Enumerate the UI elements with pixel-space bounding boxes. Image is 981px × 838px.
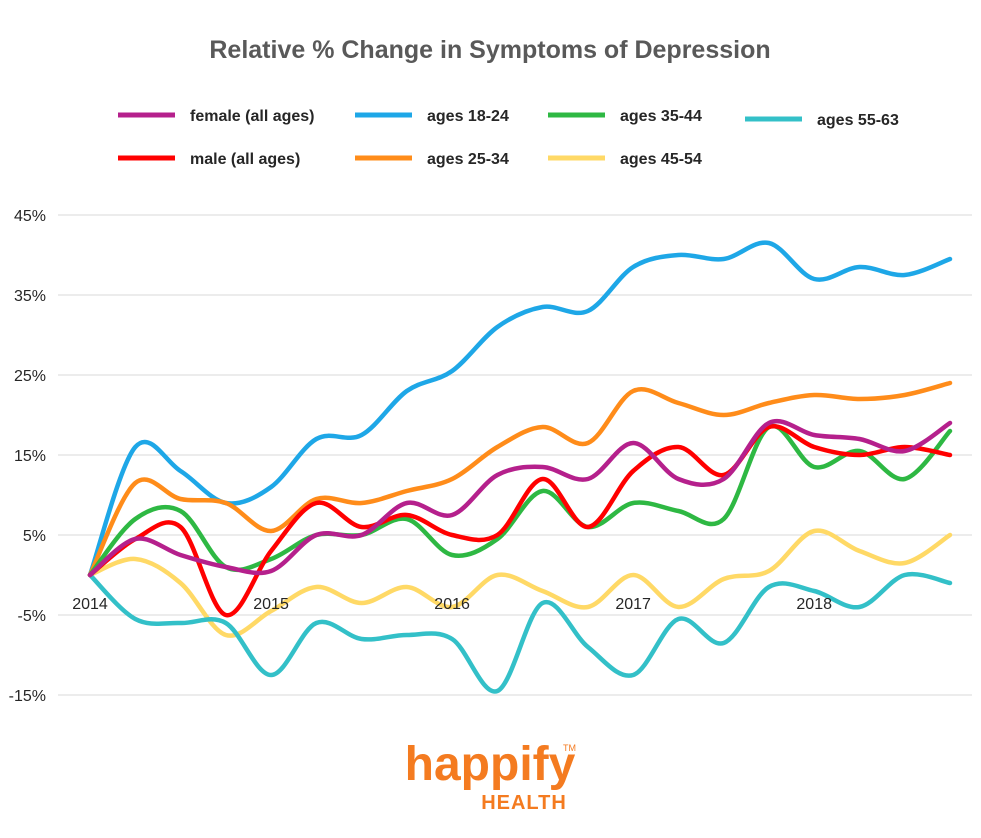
series-line-female-all-ages <box>87 419 953 578</box>
legend-label: female (all ages) <box>190 108 315 125</box>
series-line-ages-55-63 <box>87 571 953 694</box>
legend-label: ages 45-54 <box>620 151 702 168</box>
legend-item: ages 25-34 <box>355 151 509 168</box>
y-tick-label: 5% <box>23 528 46 545</box>
x-tick-label: 2015 <box>253 596 289 613</box>
legend-item: male (all ages) <box>118 151 300 168</box>
chart-title: Relative % Change in Symptoms of Depress… <box>209 36 770 64</box>
legend-item: ages 18-24 <box>355 108 509 125</box>
legend-label: ages 55-63 <box>817 112 899 129</box>
legend-label: ages 18-24 <box>427 108 509 125</box>
series-lines <box>87 240 953 694</box>
legend-label: ages 25-34 <box>427 151 509 168</box>
y-tick-label: 45% <box>14 208 46 225</box>
y-axis-ticks: 45% 35% 25% 15% 5% -5% -15% <box>9 208 46 705</box>
legend-item: ages 35-44 <box>548 108 702 125</box>
x-tick-label: 2017 <box>615 596 651 613</box>
legend-item: female (all ages) <box>118 108 315 125</box>
y-tick-label: -5% <box>18 608 46 625</box>
legend-label: ages 35-44 <box>620 108 702 125</box>
legend-label: male (all ages) <box>190 151 300 168</box>
series-line-ages-25-34 <box>87 380 953 578</box>
logo-trademark: TM <box>563 743 576 753</box>
y-tick-label: 15% <box>14 448 46 465</box>
legend-item: ages 45-54 <box>548 151 702 168</box>
y-tick-label: -15% <box>9 688 46 705</box>
logo-wordmark: happify <box>405 738 576 791</box>
series-line-ages-18-24 <box>87 240 953 578</box>
x-tick-label: 2018 <box>796 596 832 613</box>
legend-item: ages 55-63 <box>745 112 899 129</box>
x-axis-ticks: 2014 2015 2016 2017 2018 <box>72 596 832 613</box>
happify-health-logo: happify TM HEALTH <box>405 738 576 814</box>
gridlines <box>58 214 972 696</box>
x-tick-label: 2014 <box>72 596 108 613</box>
y-tick-label: 25% <box>14 368 46 385</box>
logo-subtitle: HEALTH <box>481 792 567 814</box>
series-line-male-all-ages <box>87 424 953 618</box>
y-tick-label: 35% <box>14 288 46 305</box>
legend: female (all ages) male (all ages) ages 18-… <box>118 108 899 168</box>
x-tick-label: 2016 <box>434 596 470 613</box>
series-line-ages-45-54 <box>87 528 953 638</box>
